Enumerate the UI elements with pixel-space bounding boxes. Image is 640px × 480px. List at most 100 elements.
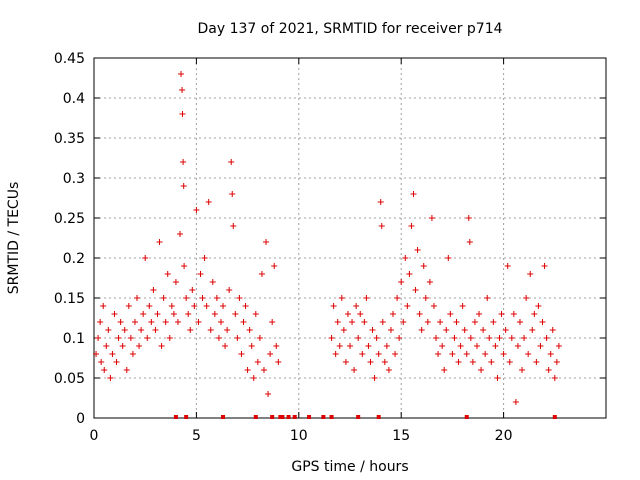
- data-point: [254, 359, 261, 365]
- data-point: [449, 351, 456, 357]
- data-point: [482, 351, 489, 357]
- y-tick-label: 0.45: [54, 51, 85, 67]
- data-point: [390, 311, 397, 317]
- data-point: [158, 343, 165, 349]
- y-tick-label: 0.4: [63, 91, 85, 107]
- data-point: [402, 255, 409, 261]
- baseline-marker: [184, 415, 189, 419]
- x-tick-label: 15: [392, 428, 410, 444]
- data-point: [439, 343, 446, 349]
- data-point: [97, 319, 104, 325]
- data-point: [466, 239, 473, 245]
- data-point: [476, 311, 483, 317]
- data-point: [359, 351, 366, 357]
- data-point: [123, 367, 130, 373]
- data-point: [416, 311, 423, 317]
- data-point: [525, 351, 532, 357]
- data-point: [500, 351, 507, 357]
- data-point: [203, 303, 210, 309]
- data-point: [443, 327, 450, 333]
- data-point: [248, 343, 255, 349]
- data-point: [105, 327, 112, 333]
- y-tick-label: 0.05: [54, 371, 85, 387]
- data-point: [201, 255, 208, 261]
- data-point: [170, 311, 177, 317]
- data-point: [228, 159, 235, 165]
- data-point: [267, 351, 274, 357]
- data-point: [508, 335, 515, 341]
- data-point: [189, 287, 196, 293]
- data-point: [195, 319, 202, 325]
- data-point: [471, 319, 478, 325]
- data-point: [404, 303, 411, 309]
- data-point: [217, 319, 224, 325]
- data-point: [209, 279, 216, 285]
- baseline-marker: [321, 415, 326, 419]
- baseline-marker: [221, 415, 226, 419]
- data-point: [142, 255, 149, 261]
- data-point: [234, 335, 241, 341]
- data-point: [349, 319, 356, 325]
- data-point: [510, 311, 517, 317]
- data-point: [162, 319, 169, 325]
- data-point: [553, 359, 560, 365]
- data-point: [242, 303, 249, 309]
- data-point: [387, 327, 394, 333]
- data-point: [119, 343, 126, 349]
- baseline-marker: [253, 415, 258, 419]
- baseline-marker: [286, 415, 291, 419]
- data-point: [256, 335, 263, 341]
- x-tick-label: 10: [290, 428, 308, 444]
- data-point: [486, 335, 493, 341]
- data-point: [506, 359, 513, 365]
- data-point: [260, 367, 267, 373]
- x-axis-label: GPS time / hours: [291, 459, 408, 475]
- tick-layer: 0 0.05 0.1 0.15 0.2 0.25 0.3 0.35 0.4 0.45 0 5 10 15 2…: [54, 51, 606, 444]
- chart-title: Day 137 of 2021, SRMTID for receiver p71…: [197, 21, 502, 37]
- data-point: [168, 303, 175, 309]
- data-point: [131, 319, 138, 325]
- data-point: [490, 319, 497, 325]
- data-point: [369, 327, 376, 333]
- data-point: [226, 287, 233, 293]
- data-point: [430, 303, 437, 309]
- data-point: [263, 239, 270, 245]
- data-point: [100, 303, 107, 309]
- data-point: [191, 303, 198, 309]
- data-point: [93, 351, 100, 357]
- data-point: [181, 263, 188, 269]
- data-point: [465, 215, 472, 221]
- data-point: [250, 375, 257, 381]
- data-point: [232, 311, 239, 317]
- data-point: [156, 239, 163, 245]
- data-point: [433, 335, 440, 341]
- data-point: [412, 287, 419, 293]
- baseline-marker: [280, 415, 285, 419]
- data-point: [480, 327, 487, 333]
- data-point: [492, 343, 499, 349]
- data-point: [445, 255, 452, 261]
- data-point: [371, 375, 378, 381]
- data-point: [496, 335, 503, 341]
- data-point: [512, 399, 519, 405]
- data-point: [342, 359, 349, 365]
- data-point: [172, 279, 179, 285]
- data-point: [199, 295, 206, 301]
- data-point: [385, 367, 392, 373]
- data-point: [447, 311, 454, 317]
- data-point: [484, 295, 491, 301]
- data-point: [469, 359, 476, 365]
- data-point: [463, 351, 470, 357]
- data-point: [129, 351, 136, 357]
- data-point: [529, 327, 536, 333]
- data-point: [519, 367, 526, 373]
- data-point: [230, 223, 237, 229]
- data-point: [545, 367, 552, 373]
- data-point: [537, 343, 544, 349]
- data-point: [551, 375, 558, 381]
- data-point: [406, 271, 413, 277]
- data-point: [365, 343, 372, 349]
- data-point: [103, 343, 110, 349]
- data-point: [164, 271, 171, 277]
- data-point: [347, 343, 353, 349]
